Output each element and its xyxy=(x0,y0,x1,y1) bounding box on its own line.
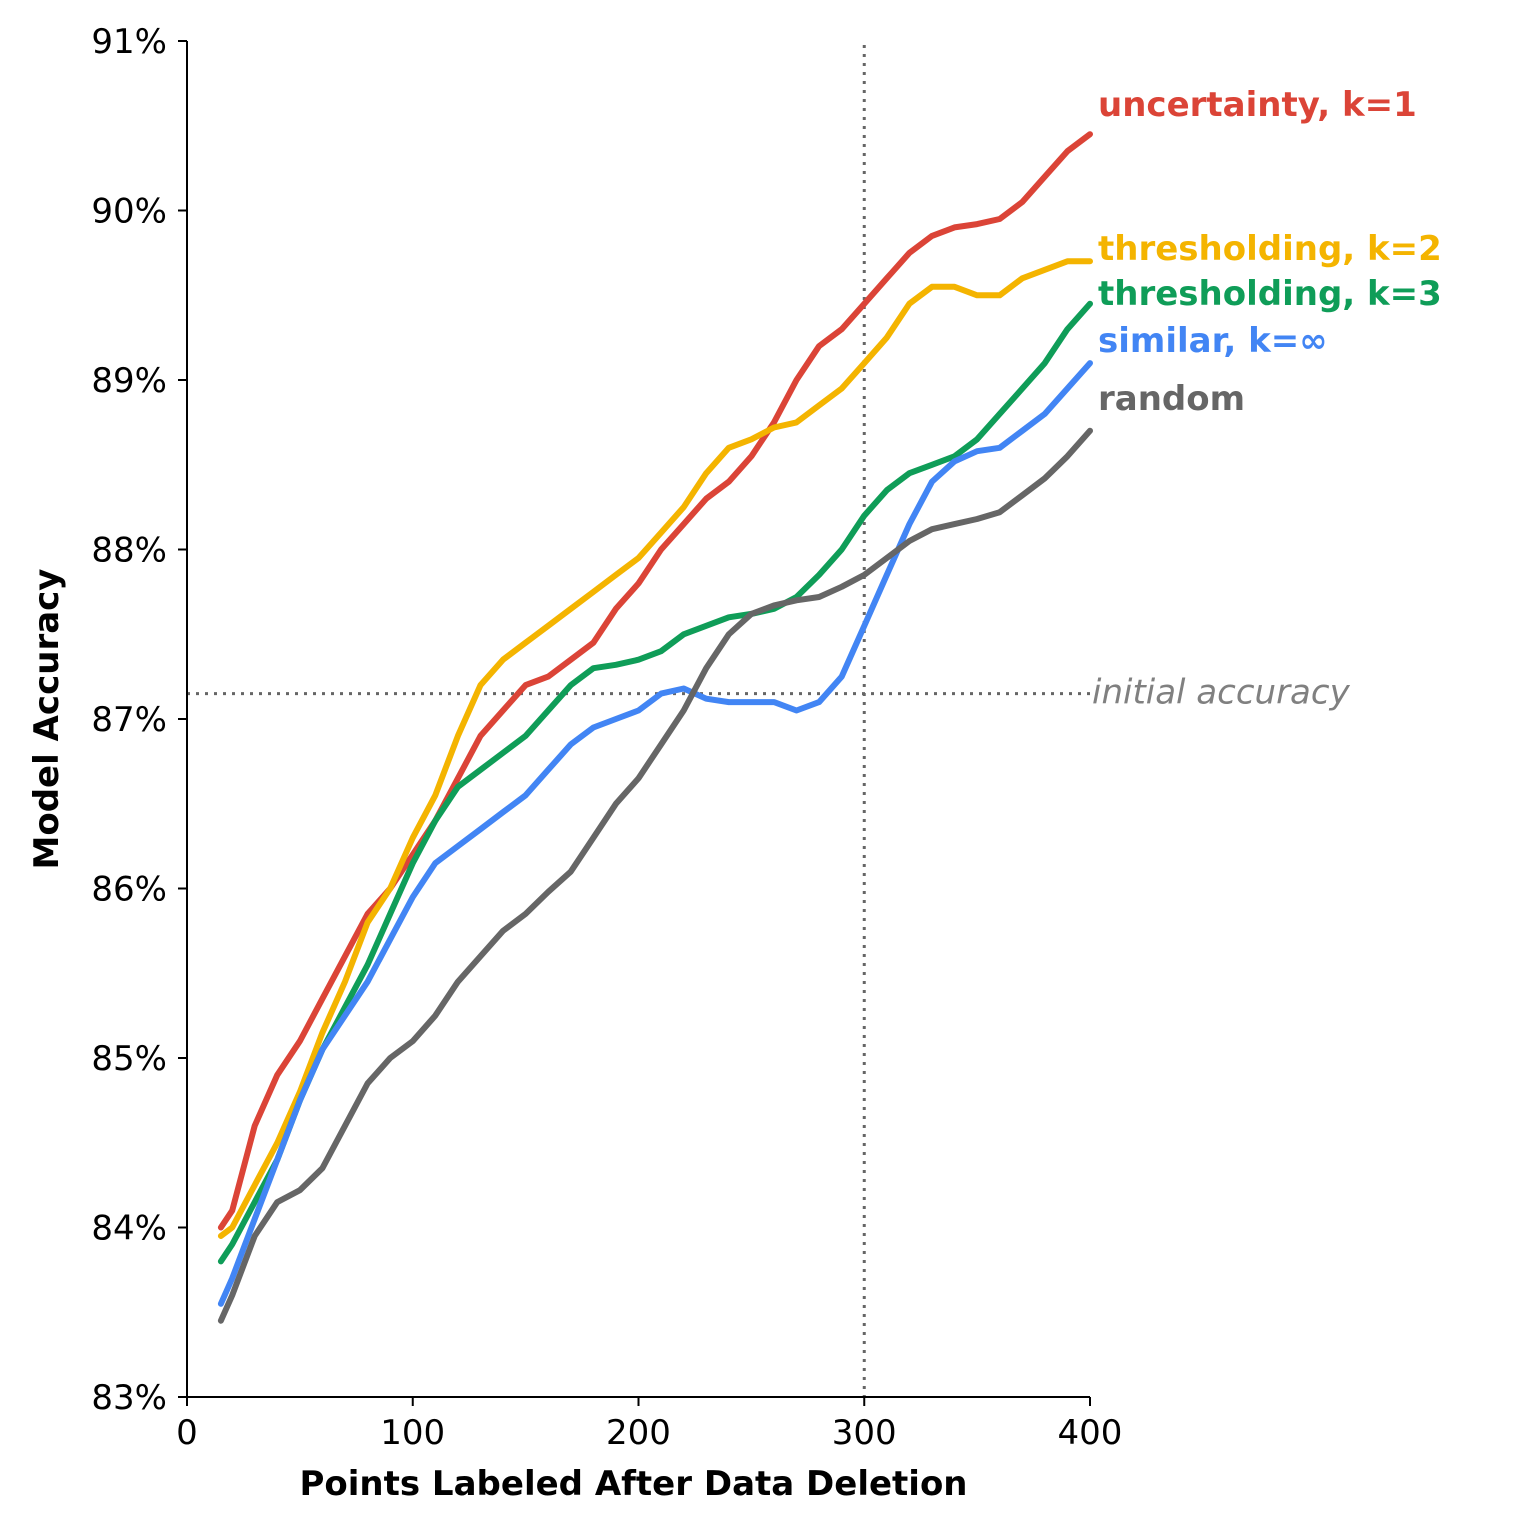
y-tick-label: 87% xyxy=(91,700,167,740)
series-label-uncertainty-k-1: uncertainty, k=1 xyxy=(1098,85,1417,125)
series-raw-similar-k xyxy=(219,362,1092,1305)
x-axis-title: Points Labeled After Data Deletion xyxy=(299,1464,967,1504)
y-axis-title: Model Accuracy xyxy=(27,569,67,870)
axes xyxy=(186,41,1090,1398)
y-tick-label: 85% xyxy=(91,1039,167,1079)
series-lines xyxy=(217,131,1093,1324)
y-tick-label: 90% xyxy=(91,192,167,232)
x-tick-label: 100 xyxy=(380,1413,445,1453)
y-tick-label: 86% xyxy=(91,870,167,910)
series-line-random xyxy=(217,427,1093,1324)
series-label-thresholding-k-3: thresholding, k=3 xyxy=(1098,274,1442,314)
reference-lines xyxy=(187,45,1090,1397)
x-tick-label: 300 xyxy=(832,1413,897,1453)
ticks: 0 100 200 300 400 83% 84% 85% 86% 87% 88% 89% 90% 91% xyxy=(91,22,1122,1453)
y-tick-label: 88% xyxy=(91,531,167,571)
series-line-thresholding-k-3 xyxy=(217,300,1093,1265)
series-raw-random xyxy=(219,429,1092,1322)
y-tick-label: 84% xyxy=(91,1209,167,1249)
series-labels: uncertainty, k=1 thresholding, k=2 thresho… xyxy=(1098,85,1442,419)
y-tick-label: 83% xyxy=(91,1378,167,1418)
y-tick-label: 91% xyxy=(91,22,167,62)
series-label-similar-k: similar, k=∞ xyxy=(1098,321,1328,361)
initial-accuracy-label: initial accuracy xyxy=(1092,673,1351,713)
series-line-thresholding-k-2 xyxy=(217,258,1093,1239)
series-label-random: random xyxy=(1098,379,1245,419)
series-label-thresholding-k-2: thresholding, k=2 xyxy=(1098,229,1442,269)
x-tick-label: 400 xyxy=(1058,1413,1123,1453)
series-line-uncertainty-k-1 xyxy=(217,131,1093,1231)
x-tick-label: 0 xyxy=(176,1413,198,1453)
series-raw-uncertainty-k-1 xyxy=(219,133,1091,1229)
x-tick-label: 200 xyxy=(606,1413,671,1453)
series-line-similar-k xyxy=(217,360,1093,1307)
y-tick-label: 89% xyxy=(91,361,167,401)
